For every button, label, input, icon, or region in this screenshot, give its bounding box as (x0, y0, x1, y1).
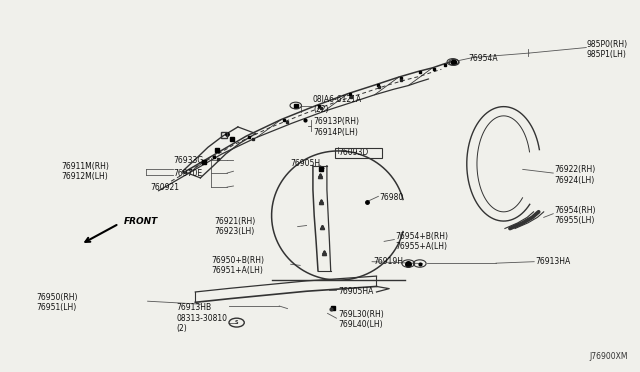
Text: 76913P(RH)
76914P(LH): 76913P(RH) 76914P(LH) (313, 117, 359, 137)
Text: 76970E: 76970E (173, 169, 202, 177)
Text: J76900XM: J76900XM (589, 352, 628, 361)
Text: 76913HB: 76913HB (176, 302, 211, 312)
Text: 760921: 760921 (151, 183, 180, 192)
Text: 76954+B(RH)
76955+A(LH): 76954+B(RH) 76955+A(LH) (396, 232, 449, 251)
Text: 76913HA: 76913HA (536, 257, 571, 266)
Text: 769L30(RH)
769L40(LH): 769L30(RH) 769L40(LH) (339, 310, 384, 329)
Text: 76954A: 76954A (468, 54, 499, 63)
Text: 76911M(RH)
76912M(LH): 76911M(RH) 76912M(LH) (62, 161, 109, 181)
Text: 76950+B(RH)
76951+A(LH): 76950+B(RH) 76951+A(LH) (211, 256, 264, 275)
Text: 76093D: 76093D (339, 148, 369, 157)
Text: FRONT: FRONT (124, 217, 157, 225)
Text: 76954(RH)
76955(LH): 76954(RH) 76955(LH) (554, 206, 596, 225)
Text: 76922(RH)
76924(LH): 76922(RH) 76924(LH) (554, 165, 596, 185)
Text: 76905H: 76905H (291, 159, 321, 169)
Text: 76950(RH)
76951(LH): 76950(RH) 76951(LH) (36, 293, 78, 312)
Text: 76933G: 76933G (173, 155, 204, 165)
Text: 985P0(RH)
985P1(LH): 985P0(RH) 985P1(LH) (586, 40, 627, 59)
Text: 76921(RH)
76923(LH): 76921(RH) 76923(LH) (214, 217, 255, 236)
Text: 76980: 76980 (380, 193, 404, 202)
Text: 08313-30810
(2): 08313-30810 (2) (176, 314, 227, 333)
Text: 76905HA: 76905HA (339, 287, 374, 296)
Text: 08IA6-6121A
(22): 08IA6-6121A (22) (313, 95, 362, 115)
Text: S: S (235, 320, 238, 325)
Text: 76919H: 76919H (373, 257, 403, 266)
